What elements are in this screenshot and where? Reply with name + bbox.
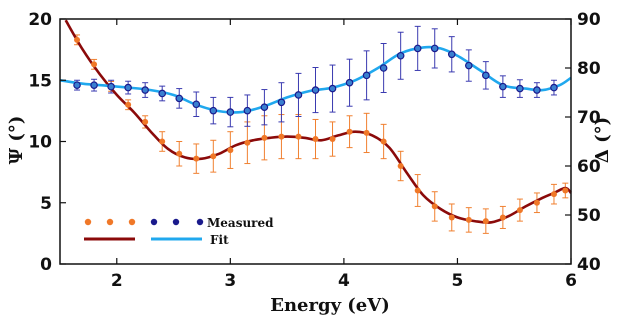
x-tick-label: 2 (111, 271, 123, 291)
delta-data-point (311, 86, 320, 94)
delta-data-point (362, 71, 371, 80)
delta-data-point (226, 108, 235, 116)
delta-data-point (533, 86, 541, 94)
y-left-tick-label: 15 (28, 71, 52, 91)
psi-data-point (346, 128, 353, 135)
delta-data-point (413, 44, 422, 53)
psi-data-point (159, 138, 166, 145)
psi-data-point (465, 216, 472, 223)
psi-data-point (363, 129, 370, 136)
psi-data-point (142, 118, 149, 125)
delta-data-point (107, 82, 115, 91)
delta-data-point (141, 86, 149, 94)
delta-data-point (277, 98, 286, 107)
psi-data-point (499, 214, 506, 221)
y-axis-right-title: Δ (°) (592, 117, 613, 163)
psi-data-point (448, 214, 455, 221)
psi-data-point (329, 136, 336, 143)
delta-data-point (73, 81, 81, 89)
delta-data-point (464, 61, 473, 70)
y-left-tick-label: 5 (40, 194, 52, 214)
psi-data-point (550, 191, 557, 198)
y-right-tick-label: 80 (577, 59, 601, 79)
psi-fit-line (64, 19, 572, 224)
delta-data-point (158, 89, 167, 98)
delta-data-point (175, 94, 184, 103)
psi-data-point (278, 133, 285, 140)
delta-data-point (192, 100, 201, 109)
x-tick-label: 3 (224, 271, 236, 291)
delta-data-point (379, 64, 388, 72)
delta-data-point (243, 106, 252, 115)
psi-data-point (193, 155, 200, 162)
psi-data-point (261, 134, 268, 141)
psi-data-point (91, 61, 98, 68)
delta-data-point (345, 78, 354, 87)
psi-data-point (295, 133, 302, 140)
delta-data-point (447, 50, 456, 59)
legend-marker-psi-1 (84, 218, 92, 226)
delta-data-point (550, 83, 558, 92)
psi-data-point (533, 199, 540, 206)
legend-marker-psi-2 (106, 218, 114, 226)
legend-marker-delta-1 (150, 218, 158, 226)
psi-data-point (210, 153, 217, 160)
legend-marker-psi-3 (128, 218, 136, 226)
data-markers (73, 36, 569, 225)
legend-marker-delta-3 (196, 218, 204, 226)
y-right-tick-label: 60 (577, 157, 601, 177)
delta-data-point (516, 84, 524, 93)
psi-data-point (227, 147, 234, 154)
psi-data-point (431, 203, 438, 210)
psi-data-point (516, 207, 523, 214)
legend-marker-delta-2 (172, 218, 180, 226)
y-axis-left-title: Ψ (°) (6, 116, 27, 165)
x-tick-label: 4 (338, 271, 350, 291)
y-right-tick-label: 40 (577, 255, 601, 275)
psi-data-point (74, 36, 81, 43)
psi-data-point (562, 187, 569, 194)
delta-data-point (209, 106, 218, 115)
delta-data-point (499, 82, 507, 91)
delta-data-point (90, 81, 98, 89)
delta-data-point (124, 83, 132, 92)
y-right-tick-label: 70 (577, 108, 601, 128)
y-left-tick-label: 10 (28, 133, 52, 153)
psi-data-point (482, 218, 489, 225)
y-left-tick-label: 0 (40, 255, 52, 275)
delta-data-point (260, 103, 269, 112)
psi-data-point (176, 150, 183, 157)
psi-data-point (397, 163, 404, 169)
y-left-tick-label: 20 (28, 10, 52, 30)
delta-data-point (396, 51, 405, 60)
psi-data-point (380, 138, 387, 145)
psi-data-point (125, 101, 132, 108)
legend-label-measured: Measured (207, 216, 274, 230)
psi-data-point (312, 136, 319, 143)
delta-data-point (482, 71, 490, 80)
y-right-tick-label: 50 (577, 206, 601, 226)
delta-data-point (430, 44, 439, 53)
x-tick-label: 5 (452, 271, 464, 291)
psi-data-point (414, 187, 421, 194)
x-tick-label: 6 (565, 271, 577, 291)
delta-data-point (294, 91, 303, 99)
x-axis-title: Energy (eV) (270, 295, 390, 316)
legend-label-fit: Fit (210, 233, 229, 247)
delta-data-point (328, 84, 337, 93)
legend: Measured Fit (84, 216, 274, 247)
y-right-tick-label: 90 (577, 10, 601, 30)
psi-data-point (244, 139, 251, 146)
